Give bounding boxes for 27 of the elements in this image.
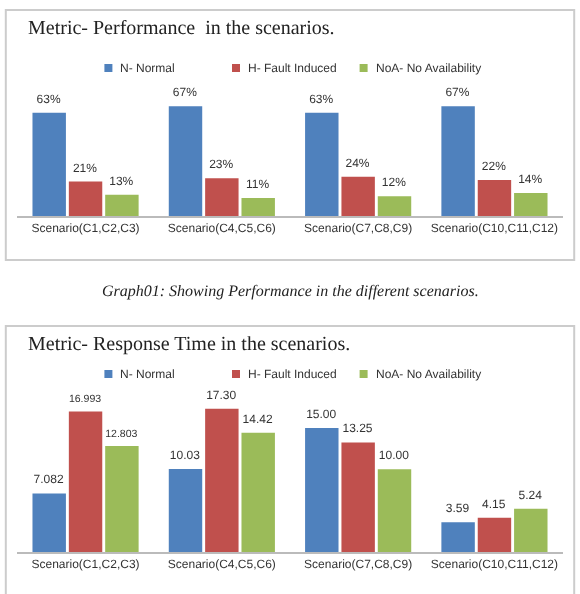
bar bbox=[241, 197, 275, 216]
bar bbox=[68, 411, 103, 552]
bar bbox=[205, 408, 239, 552]
bar bbox=[168, 106, 203, 216]
bar bbox=[32, 493, 66, 552]
bar bbox=[341, 176, 375, 216]
bar bbox=[441, 522, 475, 552]
bar bbox=[377, 196, 412, 216]
bar bbox=[205, 178, 239, 216]
bar bbox=[241, 432, 275, 552]
bar bbox=[305, 112, 339, 216]
bar bbox=[32, 112, 66, 216]
bar bbox=[105, 446, 139, 552]
bar bbox=[68, 181, 103, 216]
caption: Graph01: Showing Performance in the different scenarios. bbox=[102, 282, 479, 300]
bar bbox=[305, 427, 339, 552]
bar bbox=[477, 179, 512, 216]
chart-title: Metric- Response Time in the scenarios. bbox=[28, 334, 351, 356]
bar bbox=[377, 469, 412, 552]
bar bbox=[168, 469, 203, 552]
bar bbox=[514, 508, 548, 552]
bar bbox=[341, 442, 375, 552]
bar bbox=[105, 194, 139, 216]
bar bbox=[477, 517, 512, 552]
bar bbox=[441, 106, 475, 216]
bar bbox=[514, 193, 548, 216]
chart-title: Metric- Performance in the scenarios. bbox=[28, 18, 335, 40]
